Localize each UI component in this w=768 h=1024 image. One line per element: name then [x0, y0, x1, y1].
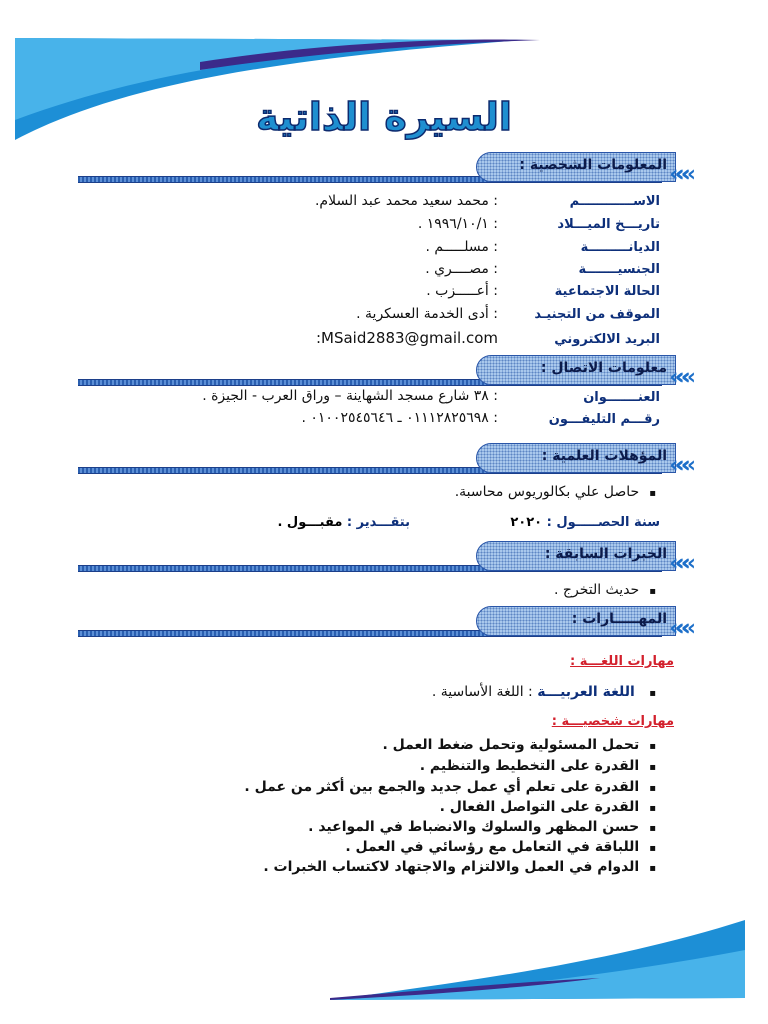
value-name: : محمد سعيد محمد عبد السلام. [314, 193, 498, 209]
experience-item: حديث التخرج . [554, 582, 656, 598]
value-religion: : مسلـــــم . [425, 239, 498, 255]
language-level: : اللغة الأساسية . [431, 684, 533, 700]
skill-item: تحمل المسئولية وتحمل ضغط العمل . [382, 737, 656, 753]
chevron-left-icon: ««« [669, 365, 695, 390]
section-header-qualifications: المؤهلات العلمية : ««« [78, 443, 696, 479]
skill-item: اللباقة في التعامل مع رؤسائي في العمل . [345, 839, 656, 855]
label-marital-status: الحالة الاجتماعية [554, 284, 660, 299]
skill-item: الدوام في العمل والالتزام والاجتهاد لاكت… [263, 859, 656, 875]
skill-item: القدرة على التخطيط والتنظيم . [420, 758, 656, 774]
label-birthdate: تاريـــخ الميـــلاد [557, 217, 660, 232]
skill-item: القدرة على التواصل الفعال . [440, 799, 656, 815]
section-header-contact: معلومات الاتصال : ««« [78, 355, 696, 391]
label-address: العنـــــــوان [583, 390, 660, 405]
personal-skills-heading: مهارات شخصيـــة : [551, 714, 674, 729]
section-title: الخبرات السابقة : [544, 546, 667, 562]
label-phone: رقـــم التليفـــون [548, 412, 660, 427]
section-header-skills: المهـــــارات : ««« [78, 606, 696, 642]
label-religion: الديانـــــــــة [580, 240, 660, 255]
bottom-wave-decoration [330, 920, 745, 1000]
skill-item: القدرة على تعلم أي عمل جديد والجمع بين أ… [244, 779, 656, 795]
grade-label: بتقـــدير : [346, 515, 410, 530]
section-title: المؤهلات العلمية : [541, 448, 667, 464]
value-birthdate: : ١٩٩٦/١٠/١ . [417, 216, 498, 232]
grade: بتقـــدير : مقبـــول . [277, 515, 410, 530]
value-email: :MSaid2883@gmail.com [315, 329, 498, 347]
chevron-left-icon: ««« [669, 616, 695, 641]
section-title: معلومات الاتصال : [540, 360, 667, 376]
language-name: اللغة العربيـــة [537, 684, 635, 700]
year-label: سنة الحصـــــول : [546, 515, 660, 530]
section-title: المعلومات الشخصية : [519, 157, 667, 173]
label-name: الاســــــــــــم [569, 194, 660, 209]
graduation-year: سنة الحصـــــول : ٢٠٢٠ [510, 515, 660, 530]
value-address: : ٣٨ شارع مسجد الشهاينة – وراق العرب - ا… [202, 388, 498, 404]
year-value: ٢٠٢٠ [510, 515, 543, 530]
page-title: السيرة الذاتية [255, 94, 512, 140]
value-phone: : ٠١١١٢٨٢٥٦٩٨ ـ ٠١٠٠٢٥٤٥٦٤٦ . [301, 410, 498, 426]
value-marital-status: : أعـــــزب . [426, 283, 498, 299]
grade-value: مقبـــول . [277, 515, 343, 530]
chevron-left-icon: ««« [669, 551, 695, 576]
skill-item: حسن المظهر والسلوك والانضباط في المواعيد… [308, 819, 656, 835]
section-header-experience: الخبرات السابقة : ««« [78, 541, 696, 577]
language-item: اللغة العربيـــة : اللغة الأساسية . [432, 684, 656, 700]
label-email: البريد الالكتروني [554, 332, 660, 347]
label-military-status: الموقف من التجنيـد [534, 307, 660, 322]
chevron-left-icon: ««« [669, 453, 695, 478]
section-header-personal: المعلومات الشخصية : ««« [78, 152, 696, 188]
value-nationality: : مصــــري . [425, 261, 498, 277]
section-title: المهـــــارات : [571, 611, 667, 627]
chevron-left-icon: ««« [669, 162, 695, 187]
top-wave-decoration [15, 38, 540, 140]
qualification-item: حاصل علي بكالوريوس محاسبة. [455, 484, 656, 500]
language-skills-heading: مهارات اللغـــة : [570, 654, 674, 669]
label-nationality: الجنسيـــــــة [578, 262, 660, 277]
value-military-status: : أدى الخدمة العسكرية . [356, 306, 498, 322]
